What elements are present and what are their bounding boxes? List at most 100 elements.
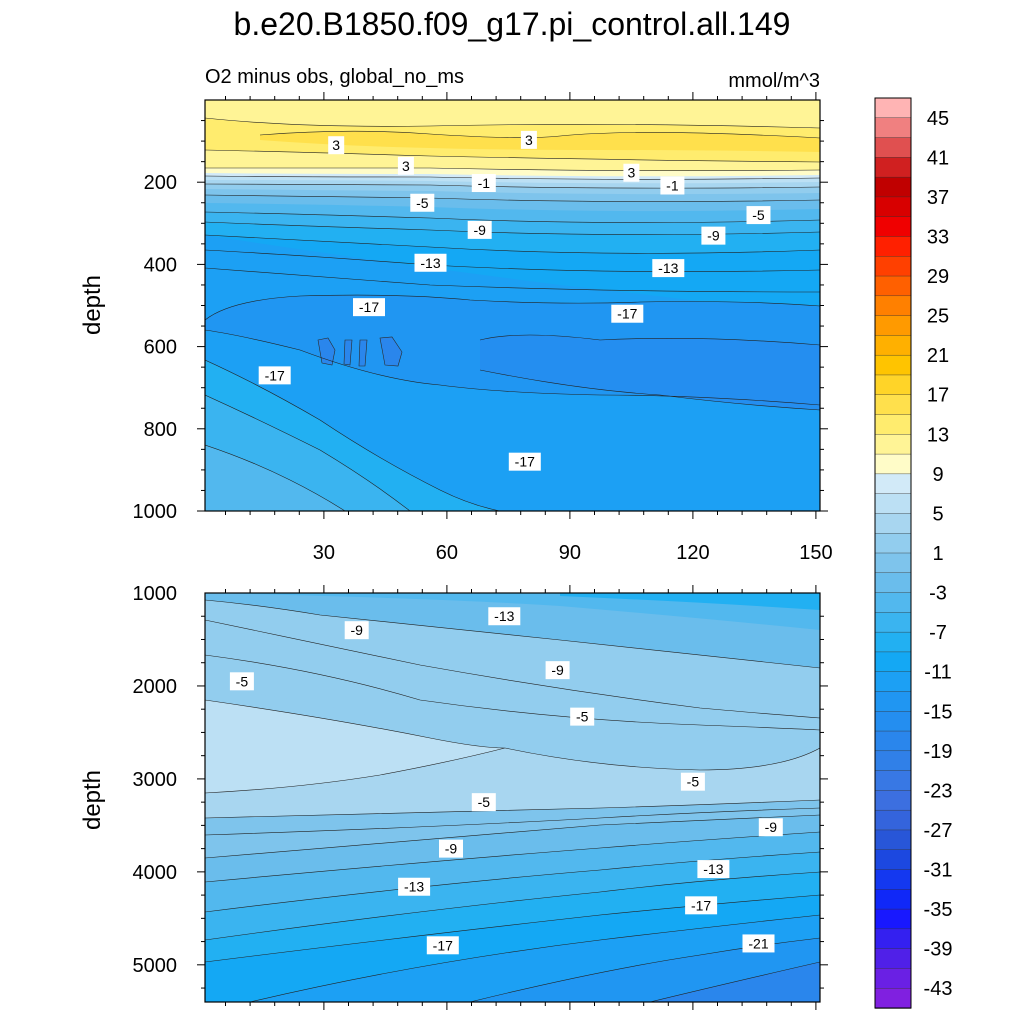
- colorbar-label: -11: [924, 662, 951, 684]
- contour-label-box: [344, 621, 369, 640]
- contour-label-box: [328, 136, 345, 155]
- colorbar-cell: [874, 315, 912, 337]
- contour-label-box: [258, 366, 291, 385]
- contour-label-box: [758, 818, 783, 837]
- contour-label-box: [398, 877, 431, 896]
- lower-x-ticks: [225, 585, 817, 1010]
- colorbar-cell: [874, 671, 912, 693]
- colorbar-cell: [874, 750, 912, 772]
- contour-label: -1: [478, 175, 491, 191]
- contour-label-box: [660, 176, 685, 195]
- upper-x-ticks: 30 60 90 120 150: [225, 92, 833, 564]
- contour-label: -5: [236, 673, 249, 689]
- contour-label: -9: [551, 662, 564, 678]
- colorbar-label: 1: [932, 543, 943, 565]
- contour-label: 3: [628, 165, 636, 181]
- lower-y-tick-label: 4000: [133, 862, 178, 884]
- contour-label-box: [652, 259, 685, 278]
- colorbar-label: -7: [929, 622, 947, 644]
- colorbar-label: -31: [924, 860, 953, 882]
- colorbar-label: 29: [927, 266, 949, 288]
- colorbar-cell: [874, 572, 912, 594]
- contour-label: -17: [515, 454, 535, 470]
- upper-x-tick-label: 60: [436, 542, 458, 564]
- colorbar-cell: [874, 513, 912, 534]
- lower-y-tick-label: 5000: [133, 955, 178, 977]
- chart-subtitle: O2 minus obs, global_no_ms: [205, 66, 464, 88]
- colorbar-cell: [874, 434, 912, 455]
- contour-label-box: [353, 298, 385, 317]
- colorbar-cell: [874, 770, 912, 792]
- contour-label: -13: [420, 255, 440, 271]
- colorbar-cell: [874, 196, 912, 218]
- contour-label-box: [697, 860, 730, 879]
- upper-y-tick-label: 600: [144, 337, 177, 359]
- upper-y-tick-label: 1000: [133, 501, 178, 523]
- upper-x-tick-label: 90: [559, 542, 581, 564]
- colorbar-label: 33: [927, 226, 949, 248]
- contour-label: -5: [416, 195, 429, 211]
- contour-label-box: [414, 253, 447, 272]
- lower-y-axis-label: depth: [79, 770, 106, 830]
- colorbar-cell: [874, 968, 912, 989]
- colorbar-cell: [874, 275, 912, 297]
- contour-label-box: [229, 672, 254, 691]
- upper-x-tick-label: 120: [676, 542, 709, 564]
- contour-label-box: [746, 206, 771, 225]
- lower-panel: 1000 2000 3000 4000 5000 -13 -9 -9 -5 -5 -5 -5 -9 -9…: [79, 583, 828, 1010]
- colorbar-cell: [874, 335, 912, 356]
- colorbar-cell: [874, 295, 912, 317]
- colorbar-label: 5: [932, 503, 943, 525]
- colorbar-label: 37: [927, 187, 949, 209]
- units-label: mmol/m^3: [728, 70, 820, 92]
- contour-label-box: [397, 156, 414, 175]
- contour-label-box: [426, 936, 459, 955]
- contour-label: -5: [576, 709, 589, 725]
- upper-y-tick-label: 200: [144, 172, 177, 194]
- upper-contour-lines: [205, 117, 820, 511]
- colorbar-label: -19: [924, 741, 953, 763]
- contour-label: -9: [350, 622, 363, 638]
- upper-y-tick-label: 400: [144, 254, 177, 276]
- contour-label-box: [701, 226, 726, 245]
- colorbar-cell: [874, 711, 912, 732]
- contour-label: -9: [473, 222, 486, 238]
- contour-label: 3: [402, 158, 410, 174]
- contour-label: 3: [525, 132, 533, 148]
- contour-label-box: [685, 896, 718, 915]
- colorbar-cell: [874, 453, 912, 475]
- contour-label: -9: [445, 841, 458, 857]
- colorbar-label: -23: [924, 780, 953, 802]
- colorbar-frame: [874, 97, 912, 1009]
- upper-contour-fill: [205, 100, 820, 511]
- colorbar-cell: [874, 988, 912, 1009]
- lower-plot-frame: [204, 592, 821, 1003]
- contour-label: -13: [404, 879, 424, 895]
- contour-label: -17: [691, 897, 711, 913]
- contour-label: 3: [332, 137, 340, 153]
- colorbar-label: -43: [924, 978, 953, 1000]
- colorbar-label: -27: [924, 820, 953, 842]
- contour-label-box: [471, 793, 496, 812]
- contour-label: -13: [658, 260, 678, 276]
- contour-label-box: [623, 163, 640, 182]
- upper-x-tick-label: 150: [799, 542, 832, 564]
- colorbar-cell: [874, 908, 912, 930]
- lower-contour-fill: [205, 593, 820, 1002]
- colorbar-cell: [874, 176, 912, 198]
- contour-label: -17: [265, 367, 285, 383]
- contour-label-box: [520, 130, 537, 149]
- lower-y-ticks: 1000 2000 3000 4000 5000: [133, 583, 828, 989]
- colorbar-cell: [874, 216, 912, 238]
- colorbar-cell: [874, 928, 912, 950]
- chart-title: b.e20.B1850.f09_g17.pi_control.all.149: [234, 6, 791, 42]
- contour-label: -13: [703, 861, 723, 877]
- contour-label: -1: [666, 177, 679, 193]
- colorbar: 45 41 37 33 29 25 21 17 13 9 5 1 -3 -7 -11 -15 -19 -23 -27…: [874, 97, 953, 1009]
- colorbar-label: -15: [924, 701, 953, 723]
- colorbar-cell: [874, 552, 912, 574]
- lower-y-tick-label: 3000: [133, 769, 178, 791]
- contour-label-box: [570, 707, 595, 726]
- lower-contour-labels: -13 -9 -9 -5 -5 -5 -5 -9 -9 -13 -13 -17 -17 -21: [229, 607, 783, 955]
- colorbar-cell: [874, 592, 912, 614]
